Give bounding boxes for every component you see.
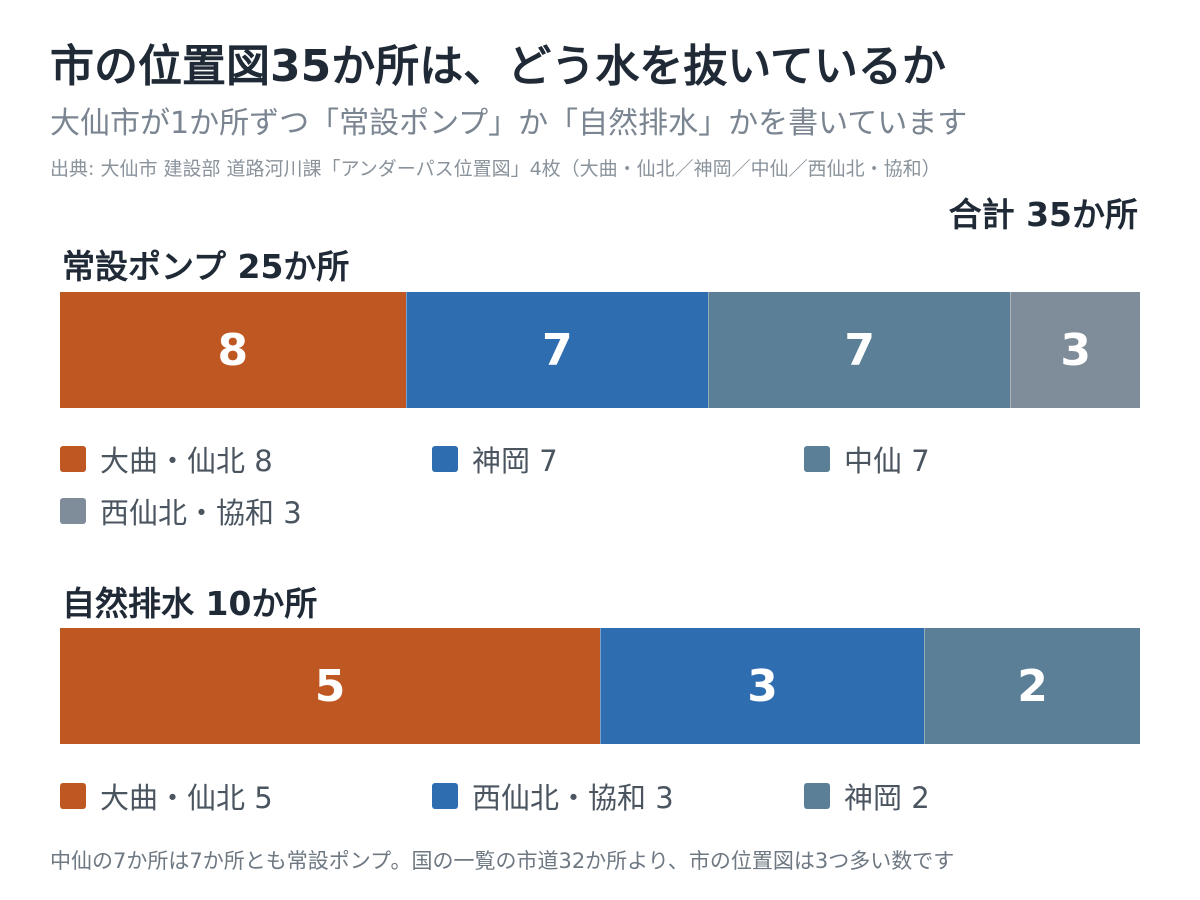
bar-segment-label: 3 — [1060, 324, 1091, 376]
legend-item: 神岡 7 — [432, 438, 558, 480]
legend-label: 西仙北・協和 3 — [100, 496, 302, 530]
legend-swatch — [60, 498, 86, 524]
legend-swatch — [60, 446, 86, 472]
legend-label: 神岡 2 — [844, 781, 930, 815]
legend-label: 神岡 7 — [472, 444, 558, 478]
bar-segment: 2 — [924, 628, 1140, 744]
legend-item: 中仙 7 — [804, 438, 930, 480]
legend-item: 神岡 2 — [804, 775, 930, 817]
legend-label: 西仙北・協和 3 — [472, 781, 674, 815]
bar-segment-label: 5 — [314, 660, 346, 712]
bar-segment: 5 — [60, 628, 600, 744]
legend-label: 大曲・仙北 8 — [100, 444, 273, 478]
bar-segment-label: 2 — [1017, 660, 1048, 712]
bar-segment: 7 — [707, 292, 1011, 408]
bar-segment: 3 — [600, 628, 924, 744]
stacked-bar-natural: 5 3 2 — [60, 628, 1140, 744]
stacked-bar-pump: 8 7 7 3 — [60, 292, 1140, 408]
section-title-natural: 自然排水 10か所 — [62, 584, 318, 623]
chart-title: 市の位置図35か所は、どう水を抜いているか — [50, 41, 946, 92]
bar-segment: 3 — [1010, 292, 1140, 408]
source-note: 出典: 大仙市 建設部 道路河川課「アンダーパス位置図」4枚（大曲・仙北／神岡／… — [50, 158, 941, 180]
legend-swatch — [60, 783, 86, 809]
bar-segment-label: 8 — [217, 324, 249, 376]
legend-item: 西仙北・協和 3 — [60, 490, 302, 532]
legend-label: 中仙 7 — [844, 444, 930, 478]
bar-segment-label: 3 — [747, 660, 778, 712]
legend-label: 大曲・仙北 5 — [100, 781, 273, 815]
bar-segment-label: 7 — [541, 324, 573, 376]
legend-swatch — [804, 783, 830, 809]
bar-segment-label: 7 — [844, 324, 875, 376]
bar-segment: 7 — [405, 292, 708, 408]
legend-swatch — [432, 783, 458, 809]
bar-segment: 8 — [60, 292, 406, 408]
legend-swatch — [432, 446, 458, 472]
section-title-pump: 常設ポンプ 25か所 — [62, 247, 350, 286]
legend-swatch — [804, 446, 830, 472]
legend-item: 大曲・仙北 5 — [60, 775, 273, 817]
total-count: 合計 35か所 — [948, 195, 1138, 234]
chart-subtitle: 大仙市が1か所ずつ「常設ポンプ」か「自然排水」かを書いています — [50, 106, 968, 141]
footnote: 中仙の7か所は7か所とも常設ポンプ。国の一覧の市道32か所より、市の位置図は3つ… — [50, 849, 955, 873]
legend-item: 大曲・仙北 8 — [60, 438, 273, 480]
legend-item: 西仙北・協和 3 — [432, 775, 674, 817]
